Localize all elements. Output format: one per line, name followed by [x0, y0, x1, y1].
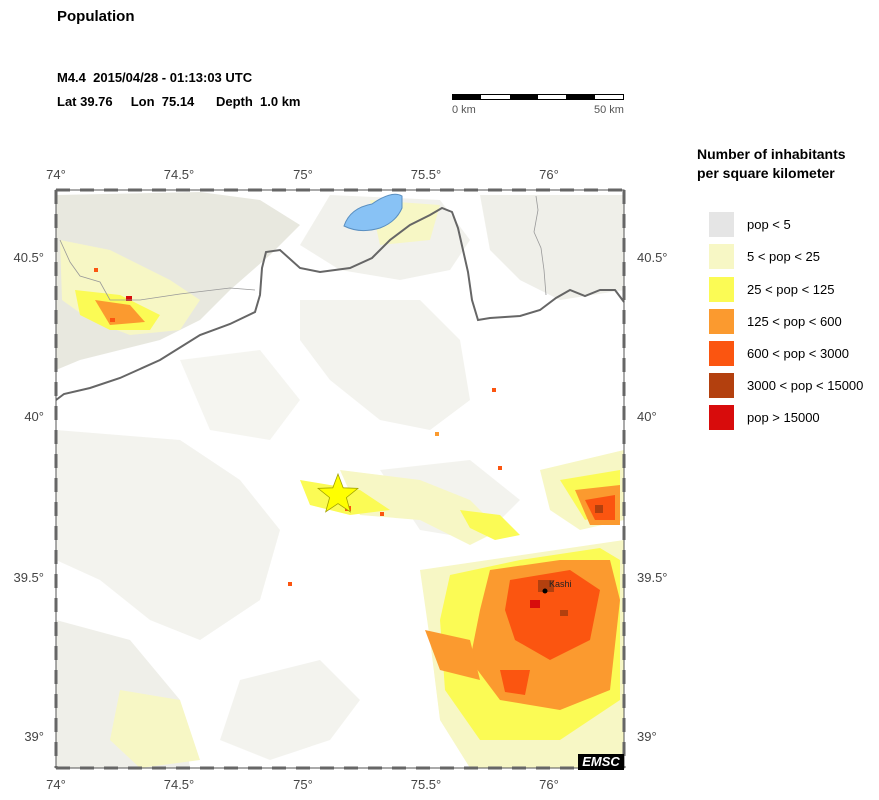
legend-label: pop < 5: [747, 217, 791, 232]
bottom-x-tick: 75.5°: [411, 777, 442, 792]
top-x-tick: 75.5°: [411, 167, 442, 182]
left-y-tick: 39°: [24, 729, 44, 744]
star-icon: [317, 472, 359, 513]
very-high-density-areas: [94, 268, 603, 616]
city-dot: [542, 588, 548, 594]
scale-end-label: 50 km: [594, 104, 624, 116]
scale-start-label: 0 km: [452, 104, 476, 116]
scale-bar: [452, 94, 624, 100]
right-y-tick: 40.5°: [637, 250, 668, 265]
legend-label: 25 < pop < 125: [747, 282, 835, 297]
bottom-x-tick: 74°: [46, 777, 66, 792]
legend-item: 3000 < pop < 15000: [709, 373, 879, 399]
page-title: Population: [57, 8, 135, 25]
top-x-tick: 76°: [539, 167, 559, 182]
event-magnitude-time: M4.4 2015/04/28 - 01:13:03 UTC: [57, 70, 253, 85]
left-y-tick: 39.5°: [13, 570, 44, 585]
legend-label: 3000 < pop < 15000: [747, 378, 864, 393]
admin-boundary-west: [59, 239, 256, 301]
right-y-tick: 40°: [637, 409, 657, 424]
legend-item: 25 < pop < 125: [709, 277, 879, 303]
lake-shape: [343, 193, 403, 232]
legend-title-line2: per square kilometer: [697, 165, 835, 181]
watermark-box: [578, 754, 624, 770]
legend-swatch: [709, 309, 734, 334]
top-x-tick: 74.5°: [164, 167, 195, 182]
legend-title-line1: Number of inhabitants: [697, 146, 846, 162]
legend-swatch: [709, 405, 734, 430]
legend-item: 600 < pop < 3000: [709, 341, 879, 367]
border-line: [55, 206, 625, 401]
top-x-tick: 74°: [46, 167, 66, 182]
legend-swatch: [709, 341, 734, 366]
legend-swatch: [709, 277, 734, 302]
admin-boundary-east: [533, 195, 547, 296]
left-y-tick: 40.5°: [13, 250, 44, 265]
watermark-text: EMSC: [582, 754, 620, 769]
legend-title: Number of inhabitants per square kilomet…: [697, 145, 846, 183]
event-location-depth: Lat 39.76 Lon 75.14 Depth 1.0 km: [57, 94, 301, 109]
legend-swatch: [709, 373, 734, 398]
right-y-tick: 39°: [637, 729, 657, 744]
map-frame: [54, 188, 626, 770]
bottom-x-tick: 74.5°: [164, 777, 195, 792]
legend-label: pop > 15000: [747, 410, 820, 425]
legend-label: 125 < pop < 600: [747, 314, 842, 329]
right-y-tick: 39.5°: [637, 570, 668, 585]
bottom-x-tick: 76°: [539, 777, 559, 792]
high-density-areas: [500, 495, 615, 695]
legend-swatch: [709, 244, 734, 269]
legend-label: 600 < pop < 3000: [747, 346, 849, 361]
city-label: Kashi: [549, 579, 572, 589]
top-x-tick: 75°: [293, 167, 313, 182]
legend-label: 5 < pop < 25: [747, 249, 821, 264]
legend-item: 5 < pop < 25: [709, 244, 879, 270]
legend-item: pop < 5: [709, 212, 879, 238]
legend-item: 125 < pop < 600: [709, 309, 879, 335]
legend-item: pop > 15000: [709, 405, 879, 431]
legend-swatch: [709, 212, 734, 237]
bottom-x-tick: 75°: [293, 777, 313, 792]
left-y-tick: 40°: [24, 409, 44, 424]
